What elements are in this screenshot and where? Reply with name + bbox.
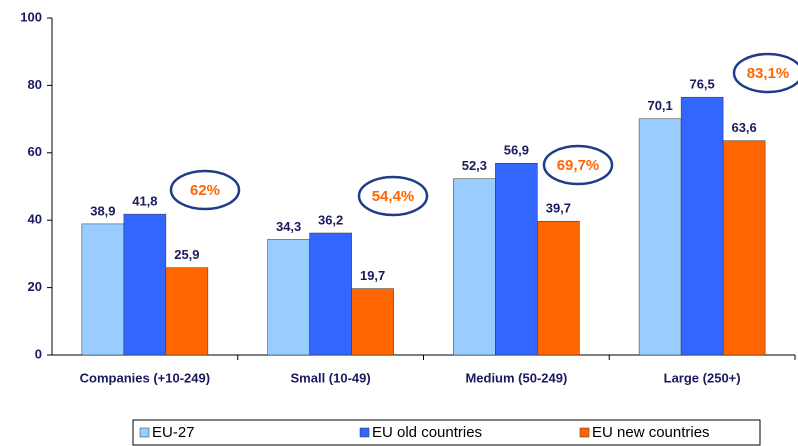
y-tick-label: 40 bbox=[28, 212, 42, 227]
annotation-ellipse bbox=[732, 52, 798, 94]
value-label: 39,7 bbox=[546, 201, 571, 216]
value-label: 56,9 bbox=[504, 143, 529, 158]
legend-label: EU-27 bbox=[152, 424, 195, 441]
annotation: 69,7% bbox=[557, 157, 600, 174]
annotation-ellipse bbox=[357, 175, 429, 217]
value-label: 70,1 bbox=[647, 98, 672, 113]
annotation-ellipse bbox=[542, 144, 614, 186]
bar bbox=[680, 96, 724, 356]
value-label: 34,3 bbox=[276, 219, 301, 234]
bar bbox=[537, 220, 580, 356]
bar bbox=[165, 267, 209, 356]
value-label: 25,9 bbox=[174, 247, 199, 262]
legend-swatch bbox=[579, 427, 590, 438]
annotation: 83,1% bbox=[747, 65, 790, 82]
bar bbox=[638, 118, 682, 356]
y-tick-label: 0 bbox=[35, 346, 42, 361]
legend-swatch bbox=[139, 427, 150, 438]
y-tick-label: 20 bbox=[28, 279, 42, 294]
value-label: 41,8 bbox=[132, 194, 157, 209]
x-tick-label: Medium (50-249) bbox=[465, 370, 567, 385]
y-tick-label: 100 bbox=[20, 9, 42, 24]
legend-swatch bbox=[359, 427, 370, 438]
legend-label: EU old countries bbox=[372, 424, 482, 441]
bar bbox=[351, 288, 394, 356]
annotation: 62% bbox=[190, 182, 220, 199]
bar bbox=[722, 140, 766, 356]
bar bbox=[123, 213, 167, 356]
annotation: 54,4% bbox=[372, 188, 415, 205]
legend-box bbox=[132, 419, 761, 446]
x-tick-label: Small (10-49) bbox=[291, 370, 371, 385]
bar bbox=[309, 232, 352, 356]
legend-label: EU new countries bbox=[592, 424, 710, 441]
value-label: 19,7 bbox=[360, 268, 385, 283]
x-tick-label: Large (250+) bbox=[664, 370, 741, 385]
bar bbox=[453, 178, 496, 356]
y-tick-label: 80 bbox=[28, 77, 42, 92]
value-label: 63,6 bbox=[731, 120, 756, 135]
bar bbox=[81, 223, 125, 356]
value-label: 36,2 bbox=[318, 212, 343, 227]
annotation-ellipse bbox=[169, 169, 241, 211]
bar bbox=[267, 239, 310, 356]
bar bbox=[495, 162, 538, 356]
value-label: 52,3 bbox=[462, 158, 487, 173]
x-tick-label: Companies (+10-249) bbox=[80, 370, 210, 385]
y-tick-label: 60 bbox=[28, 144, 42, 159]
value-label: 76,5 bbox=[689, 77, 714, 92]
value-label: 38,9 bbox=[90, 203, 115, 218]
